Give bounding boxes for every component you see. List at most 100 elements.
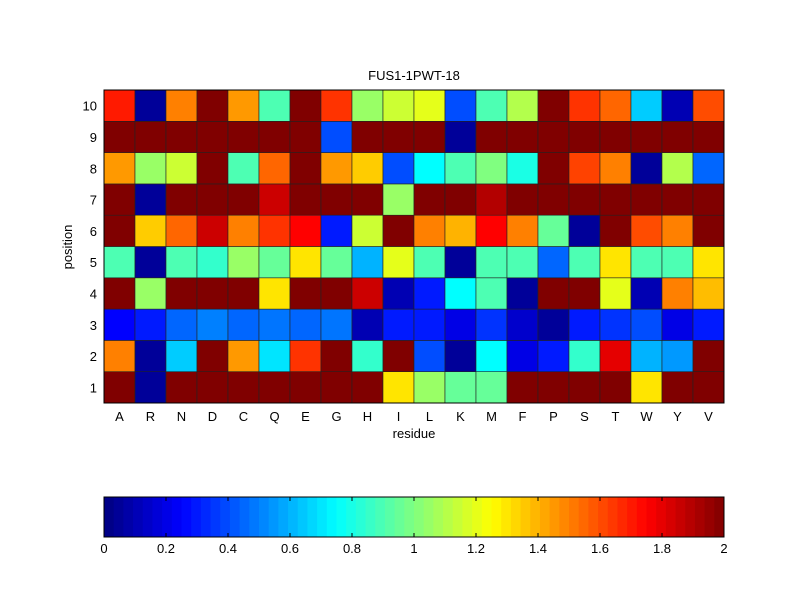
heatmap-cell [444, 214, 477, 247]
heatmap-cell [289, 277, 322, 310]
heatmap-cell [382, 152, 415, 185]
heatmap-cell [351, 183, 384, 216]
heatmap-cell [413, 246, 446, 279]
x-tick-label: V [704, 409, 713, 424]
heatmap-cell [599, 340, 632, 372]
heatmap-cell [351, 371, 384, 404]
colorbar-segment [443, 497, 454, 537]
heatmap-cell [258, 371, 291, 404]
heatmap-cell [537, 246, 570, 279]
heatmap-cell [103, 121, 136, 153]
colorbar-segment [104, 497, 115, 537]
heatmap-cell [661, 308, 694, 341]
heatmap-cell [134, 371, 167, 404]
heatmap-cell [320, 214, 353, 247]
heatmap-cell [506, 246, 539, 279]
heatmap-cell [165, 246, 198, 279]
x-tick-label: T [612, 409, 620, 424]
heatmap-cell [599, 214, 632, 247]
heatmap-cell [413, 214, 446, 247]
x-tick-label: P [549, 409, 558, 424]
heatmap-cell [661, 214, 694, 247]
heatmap-cell [568, 340, 601, 372]
heatmap-cell [227, 246, 260, 279]
heatmap-cell [413, 340, 446, 372]
heatmap-cell [537, 340, 570, 372]
heatmap-cell [165, 308, 198, 341]
colorbar-segment [462, 497, 473, 537]
heatmap-cell [475, 340, 508, 372]
colorbar-segment [162, 497, 173, 537]
y-tick-label: 4 [90, 286, 97, 301]
heatmap-cell [599, 121, 632, 153]
heatmap-cell [382, 371, 415, 404]
x-tick-label: Y [673, 409, 682, 424]
heatmap-cell [475, 214, 508, 247]
heatmap-cell [661, 121, 694, 153]
x-tick-label: L [426, 409, 433, 424]
colorbar-segment [317, 497, 328, 537]
x-tick-label: M [486, 409, 497, 424]
colorbar-tick-label: 1.6 [591, 541, 609, 556]
colorbar-segment [336, 497, 347, 537]
colorbar-segment [365, 497, 376, 537]
heatmap-cell [103, 183, 136, 216]
heatmap-cell [103, 371, 136, 404]
heatmap-cell [630, 277, 663, 310]
heatmap-cell [444, 371, 477, 404]
heatmap-cell [692, 277, 725, 310]
heatmap-cell [103, 152, 136, 185]
heatmap-cell [258, 214, 291, 247]
heatmap-cell [692, 340, 725, 372]
x-tick-label: R [146, 409, 155, 424]
heatmap-cell [289, 121, 322, 153]
heatmap-cell [444, 183, 477, 216]
x-tick-label: F [519, 409, 527, 424]
heatmap-cell [320, 183, 353, 216]
heatmap-cell [661, 246, 694, 279]
x-tick-label: D [208, 409, 217, 424]
heatmap-cell [475, 183, 508, 216]
colorbar-tick-label: 0.6 [281, 541, 299, 556]
heatmap-cell [475, 246, 508, 279]
colorbar-segment [714, 497, 725, 537]
y-tick-label: 7 [90, 193, 97, 208]
heatmap-cell [227, 371, 260, 404]
colorbar-tick-label: 0 [100, 541, 107, 556]
heatmap-cell [692, 308, 725, 341]
colorbar-tick-label: 0.8 [343, 541, 361, 556]
heatmap-cell [103, 277, 136, 310]
heatmap-cell [475, 371, 508, 404]
heatmap-cell [599, 308, 632, 341]
heatmap-cell [599, 371, 632, 404]
colorbar-segment [472, 497, 483, 537]
heatmap-cell [320, 89, 353, 122]
heatmap-cell [134, 246, 167, 279]
heatmap-cell [630, 308, 663, 341]
heatmap-cell [506, 121, 539, 153]
colorbar-segment [297, 497, 308, 537]
x-axis-label: residue [393, 426, 436, 441]
heatmap-cell [103, 340, 136, 372]
heatmap-cell [196, 371, 229, 404]
heatmap-cell [506, 152, 539, 185]
colorbar-segment [113, 497, 124, 537]
colorbar-segment [510, 497, 522, 537]
colorbar-tick-label: 1.4 [529, 541, 547, 556]
colorbar-segment [491, 497, 502, 537]
colorbar-segment [598, 497, 609, 537]
colorbar-segment [191, 497, 202, 537]
heatmap-cell [568, 246, 601, 279]
colorbar-segment [142, 497, 153, 537]
heatmap-cell [196, 183, 229, 216]
heatmap-cell [475, 152, 508, 185]
heatmap-cell [568, 214, 601, 247]
heatmap-cell [289, 371, 322, 404]
heatmap-cell [289, 214, 322, 247]
colorbar-segment [384, 497, 396, 537]
heatmap-cell [258, 183, 291, 216]
heatmap-cell [537, 121, 570, 153]
colorbar-segment [239, 497, 250, 537]
heatmap-cell [444, 152, 477, 185]
